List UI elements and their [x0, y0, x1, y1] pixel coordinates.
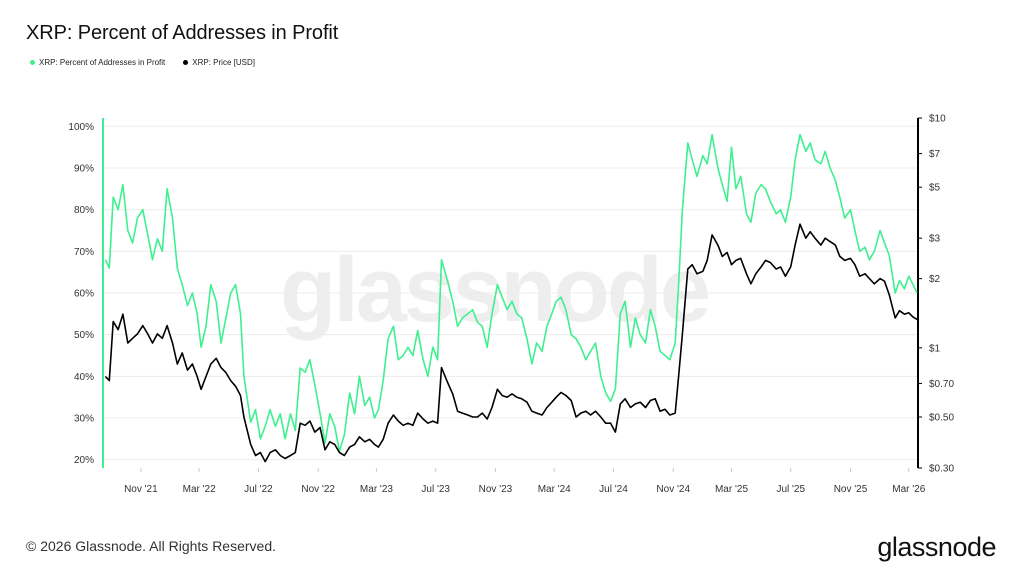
y-left-tick-label: 30% — [74, 414, 94, 425]
y-right-tick-label: $0.30 — [929, 464, 954, 475]
x-tick-label: Mar '22 — [183, 484, 216, 495]
y-left-tick-label: 80% — [74, 205, 94, 216]
x-tick-label: Jul '24 — [599, 484, 628, 495]
legend-label-price: XRP: Price [USD] — [192, 58, 255, 67]
x-tick-label: Nov '22 — [301, 484, 335, 495]
y-left-tick-label: 60% — [74, 289, 94, 300]
series-line-percent-in-profit — [104, 133, 918, 453]
y-right-tick-label: $7 — [929, 149, 941, 160]
y-right-tick-label: $2 — [929, 274, 941, 285]
x-tick-label: Jul '23 — [421, 484, 450, 495]
x-tick-label: Jul '22 — [244, 484, 273, 495]
chart-legend: XRP: Percent of Addresses in Profit XRP:… — [30, 58, 255, 67]
series-line-price-usd — [104, 223, 918, 463]
y-left-tick-label: 90% — [74, 164, 94, 175]
y-left-tick-label: 20% — [74, 455, 94, 466]
y-right-tick-label: $0.70 — [929, 379, 954, 390]
y-left-tick-label: 70% — [74, 247, 94, 258]
x-tick-label: Nov '24 — [656, 484, 690, 495]
x-tick-label: Mar '23 — [360, 484, 393, 495]
legend-dot-price — [183, 60, 189, 65]
x-tick-label: Nov '23 — [479, 484, 513, 495]
y-right-tick-label: $3 — [929, 234, 941, 245]
y-right-tick-label: $5 — [929, 183, 941, 194]
copyright-text: © 2026 Glassnode. All Rights Reserved. — [26, 538, 277, 554]
x-tick-label: Mar '25 — [715, 484, 748, 495]
chart-title: XRP: Percent of Addresses in Profit — [26, 22, 339, 44]
glassnode-logo[interactable]: glassnode — [877, 532, 996, 562]
y-left-tick-label: 40% — [74, 372, 94, 383]
legend-item-price[interactable]: XRP: Price [USD] — [183, 58, 255, 67]
legend-item-profit[interactable]: XRP: Percent of Addresses in Profit — [30, 58, 165, 67]
legend-dot-profit — [30, 60, 35, 65]
y-left-tick-label: 100% — [68, 122, 94, 133]
y-right-tick-label: $0.50 — [929, 413, 954, 424]
y-left-tick-label: 50% — [74, 330, 94, 341]
watermark: glassnode — [280, 239, 711, 341]
y-right-tick-label: $1 — [929, 343, 941, 354]
x-tick-label: Mar '26 — [892, 484, 925, 495]
y-right-tick-label: $10 — [929, 114, 946, 125]
legend-label-profit: XRP: Percent of Addresses in Profit — [39, 58, 166, 67]
x-tick-label: Nov '21 — [124, 484, 158, 495]
x-tick-label: Jul '25 — [776, 484, 805, 495]
x-tick-label: Mar '24 — [538, 484, 571, 495]
x-tick-label: Nov '25 — [834, 484, 868, 495]
